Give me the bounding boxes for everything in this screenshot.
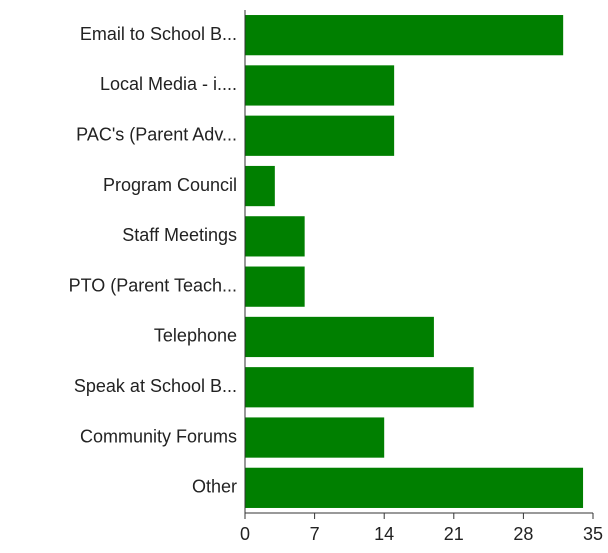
bar bbox=[245, 467, 584, 508]
bar bbox=[245, 115, 395, 156]
y-tick-label: Community Forums bbox=[80, 426, 237, 446]
y-tick-label: Other bbox=[192, 477, 237, 497]
y-tick-label: Email to School B... bbox=[80, 24, 237, 44]
y-tick-label: Telephone bbox=[154, 326, 237, 346]
x-tick-label: 14 bbox=[374, 524, 394, 544]
x-tick-label: 21 bbox=[444, 524, 464, 544]
bar bbox=[245, 165, 275, 207]
x-tick-label: 7 bbox=[310, 524, 320, 544]
bar bbox=[245, 367, 474, 408]
y-tick-label: Staff Meetings bbox=[122, 225, 237, 245]
bar bbox=[245, 417, 385, 458]
bar bbox=[245, 216, 305, 257]
bar bbox=[245, 65, 395, 106]
bar bbox=[245, 15, 564, 56]
x-tick-label: 28 bbox=[513, 524, 533, 544]
y-tick-label: Program Council bbox=[103, 175, 237, 195]
x-tick-label: 35 bbox=[583, 524, 603, 544]
y-tick-label: PTO (Parent Teach... bbox=[69, 275, 237, 295]
y-tick-label: Speak at School B... bbox=[74, 376, 237, 396]
y-tick-label: PAC's (Parent Adv... bbox=[76, 125, 237, 145]
y-tick-label: Local Media - i.... bbox=[100, 74, 237, 94]
bar bbox=[245, 266, 305, 307]
x-tick-label: 0 bbox=[240, 524, 250, 544]
bar bbox=[245, 316, 434, 358]
